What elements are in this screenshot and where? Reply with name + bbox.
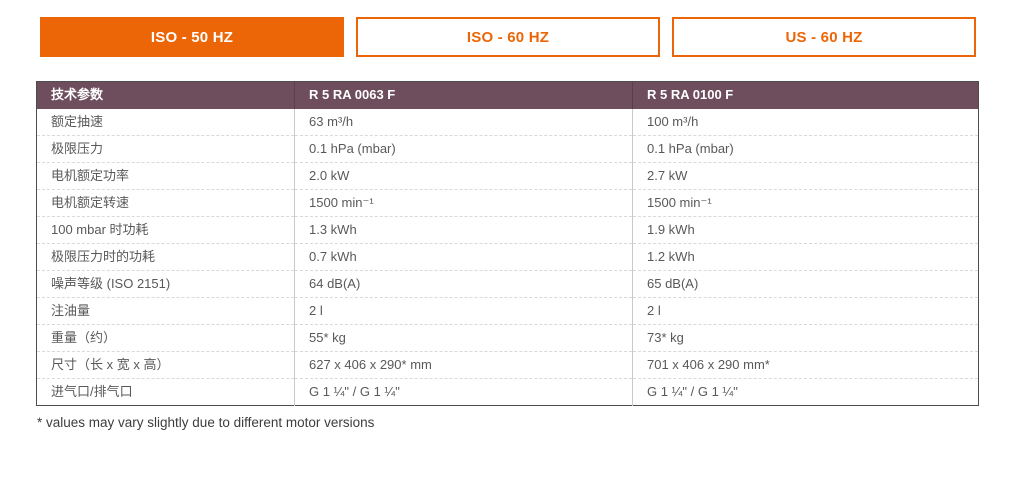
value-cell: 2.0 kW xyxy=(294,162,633,190)
column-header-parameters: 技术参数 xyxy=(36,81,295,109)
value-cell: 64 dB(A) xyxy=(294,270,633,298)
value-cell: 1500 min⁻¹ xyxy=(632,189,979,217)
value-cell: 701 x 406 x 290 mm* xyxy=(632,351,979,379)
table-row: 100 mbar 时功耗 1.3 kWh 1.9 kWh xyxy=(36,216,979,244)
param-label-cell: 100 mbar 时功耗 xyxy=(36,216,295,244)
table-row: 注油量 2 l 2 l xyxy=(36,297,979,325)
table-row: 额定抽速 63 m³/h 100 m³/h xyxy=(36,108,979,136)
column-header-model-0100: R 5 RA 0100 F xyxy=(632,81,979,109)
param-label-cell: 注油量 xyxy=(36,297,295,325)
value-cell: 627 x 406 x 290* mm xyxy=(294,351,633,379)
tab-iso-50hz[interactable]: ISO - 50 HZ xyxy=(40,17,344,57)
value-cell: 55* kg xyxy=(294,324,633,352)
param-label-cell: 尺寸（长 x 宽 x 高） xyxy=(36,351,295,379)
table-row: 重量（约） 55* kg 73* kg xyxy=(36,324,979,352)
table-row: 极限压力时的功耗 0.7 kWh 1.2 kWh xyxy=(36,243,979,271)
param-label-cell: 极限压力时的功耗 xyxy=(36,243,295,271)
value-cell: 2 l xyxy=(294,297,633,325)
param-label-cell: 电机额定转速 xyxy=(36,189,295,217)
value-cell: 73* kg xyxy=(632,324,979,352)
value-cell: 0.1 hPa (mbar) xyxy=(294,135,633,163)
table-row: 进气口/排气口 G 1 ¼" / G 1 ¼" G 1 ¼" / G 1 ¼" xyxy=(36,378,979,406)
value-cell: G 1 ¼" / G 1 ¼" xyxy=(632,378,979,406)
value-cell: 2 l xyxy=(632,297,979,325)
value-cell: 1.3 kWh xyxy=(294,216,633,244)
table-row: 噪声等级 (ISO 2151) 64 dB(A) 65 dB(A) xyxy=(36,270,979,298)
param-label-cell: 额定抽速 xyxy=(36,108,295,136)
param-label-cell: 极限压力 xyxy=(36,135,295,163)
technical-data-table: 技术参数 R 5 RA 0063 F R 5 RA 0100 F 额定抽速 63… xyxy=(36,81,979,406)
table-row: 电机额定转速 1500 min⁻¹ 1500 min⁻¹ xyxy=(36,189,979,217)
value-cell: 100 m³/h xyxy=(632,108,979,136)
value-cell: 1.9 kWh xyxy=(632,216,979,244)
table-row: 尺寸（长 x 宽 x 高） 627 x 406 x 290* mm 701 x … xyxy=(36,351,979,379)
param-label-cell: 电机额定功率 xyxy=(36,162,295,190)
table-header-row: 技术参数 R 5 RA 0063 F R 5 RA 0100 F xyxy=(36,81,979,109)
table-row: 电机额定功率 2.0 kW 2.7 kW xyxy=(36,162,979,190)
value-cell: G 1 ¼" / G 1 ¼" xyxy=(294,378,633,406)
footnote: * values may vary slightly due to differ… xyxy=(37,415,375,430)
tab-iso-60hz[interactable]: ISO - 60 HZ xyxy=(356,17,660,57)
value-cell: 2.7 kW xyxy=(632,162,979,190)
value-cell: 0.7 kWh xyxy=(294,243,633,271)
frequency-tabs: ISO - 50 HZ ISO - 60 HZ US - 60 HZ xyxy=(40,17,976,57)
value-cell: 65 dB(A) xyxy=(632,270,979,298)
value-cell: 1.2 kWh xyxy=(632,243,979,271)
value-cell: 0.1 hPa (mbar) xyxy=(632,135,979,163)
param-label-cell: 重量（约） xyxy=(36,324,295,352)
param-label-cell: 噪声等级 (ISO 2151) xyxy=(36,270,295,298)
value-cell: 1500 min⁻¹ xyxy=(294,189,633,217)
column-header-model-0063: R 5 RA 0063 F xyxy=(294,81,633,109)
table-row: 极限压力 0.1 hPa (mbar) 0.1 hPa (mbar) xyxy=(36,135,979,163)
tab-us-60hz[interactable]: US - 60 HZ xyxy=(672,17,976,57)
param-label-cell: 进气口/排气口 xyxy=(36,378,295,406)
value-cell: 63 m³/h xyxy=(294,108,633,136)
